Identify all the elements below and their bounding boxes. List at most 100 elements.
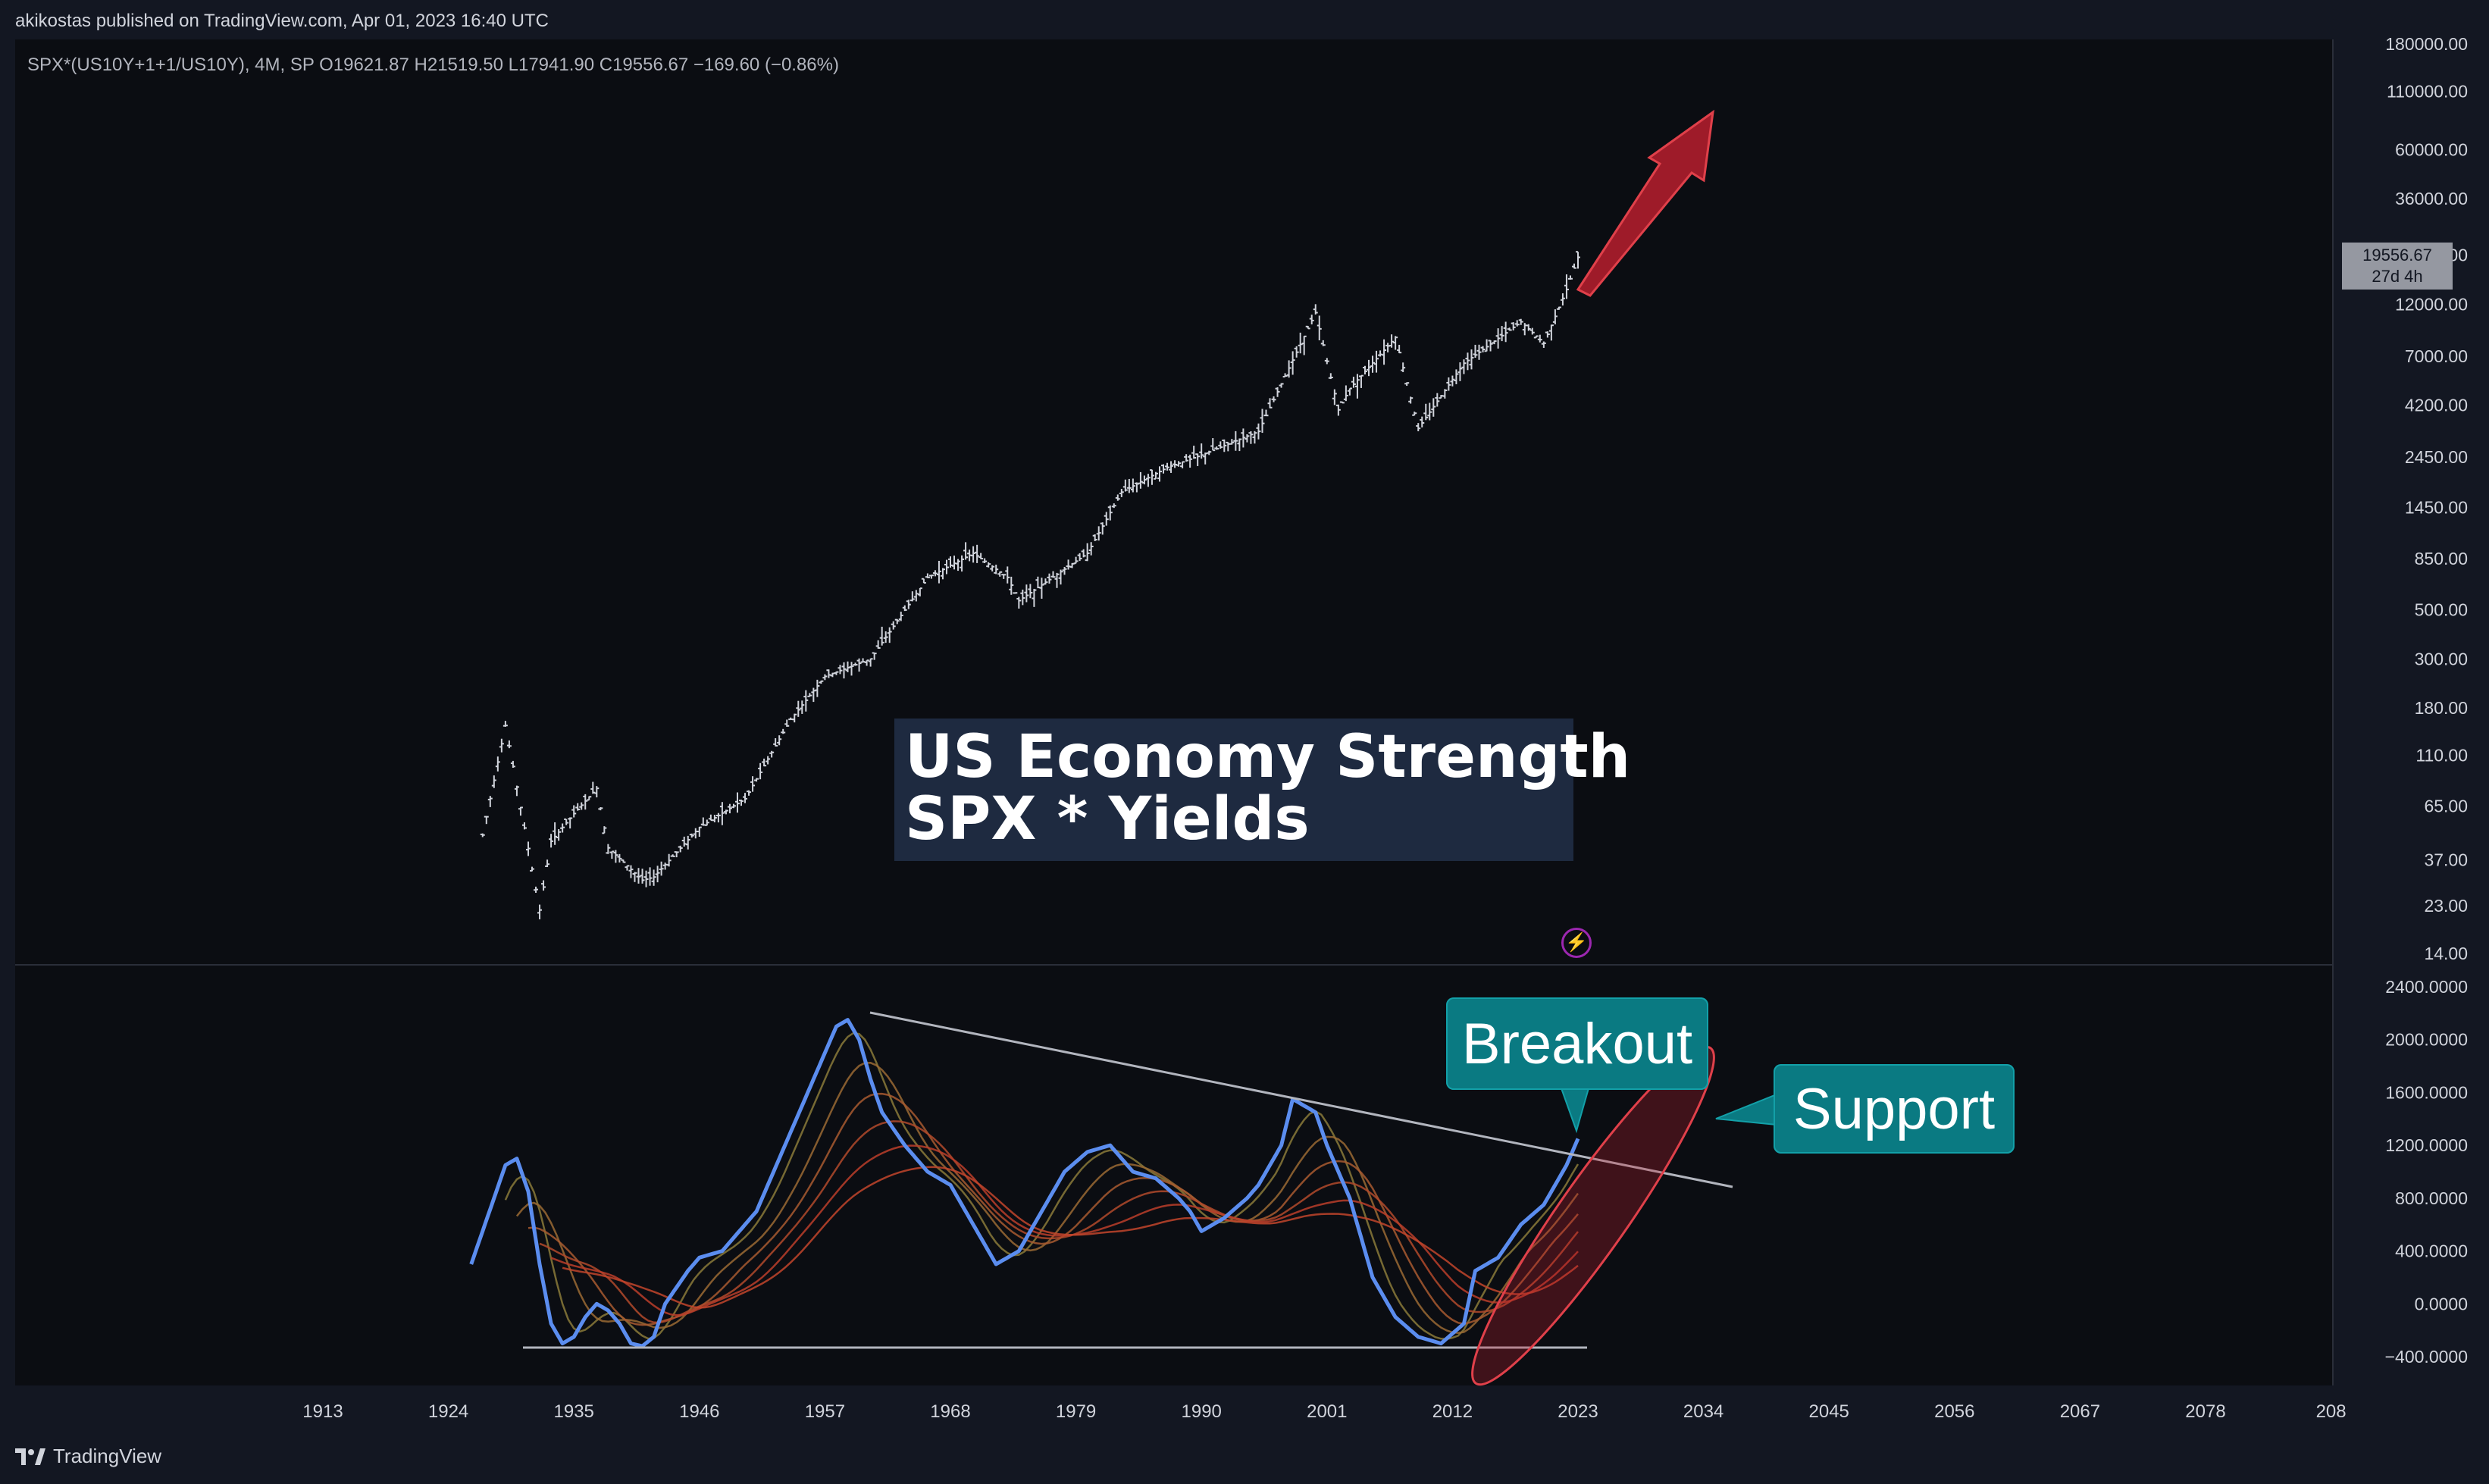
oscillator-tick-label: 2000.0000: [2385, 1030, 2468, 1050]
price-bar: [1320, 340, 1326, 346]
price-bar: [1009, 576, 1014, 595]
price-bar: [1571, 263, 1576, 269]
price-bar: [1005, 566, 1010, 584]
oscillator-tick-label: 1200.0000: [2385, 1135, 2468, 1155]
price-bar: [621, 859, 626, 863]
price-bar: [685, 835, 690, 850]
price-bar: [1180, 461, 1185, 468]
support-callout[interactable]: Support: [1774, 1064, 2015, 1154]
price-tick-label: 110000.00: [2387, 81, 2468, 101]
price-bar: [975, 544, 980, 563]
price-bar: [1343, 385, 1348, 402]
time-tick-label: 2045: [1809, 1401, 1849, 1422]
price-bar: [1263, 409, 1269, 417]
price-bar: [1130, 478, 1135, 493]
price-bar: [769, 750, 775, 758]
price-bar: [1370, 355, 1376, 373]
price-bar: [1393, 336, 1398, 350]
ma-ribbon-line: [562, 1166, 1579, 1309]
price-bar: [872, 652, 877, 660]
time-tick-label: 2067: [2060, 1401, 2100, 1422]
price-bar: [936, 560, 941, 584]
price-bar: [1085, 543, 1090, 562]
tradingview-brand[interactable]: TradingView: [15, 1445, 161, 1468]
price-bar: [1427, 402, 1432, 421]
price-bar: [739, 800, 744, 806]
price-bar: [1286, 360, 1291, 378]
price-bar: [1222, 439, 1227, 452]
price-bar: [853, 662, 858, 666]
price-bar: [1122, 479, 1128, 492]
price-bar: [960, 555, 965, 572]
price-bar: [521, 822, 527, 830]
price-bar: [1047, 573, 1052, 584]
oscillator-tick-label: 0.0000: [2415, 1294, 2468, 1313]
price-tick-label: 14.00: [2424, 944, 2468, 963]
price-bar: [1442, 389, 1448, 399]
price-bar: [1457, 362, 1463, 381]
oscillator-pane[interactable]: [15, 966, 2333, 1385]
lightning-icon[interactable]: ⚡: [1561, 928, 1592, 958]
price-bar: [1347, 387, 1352, 396]
price-bar: [1145, 474, 1151, 487]
price-bar: [715, 812, 721, 823]
price-bar: [560, 823, 565, 833]
price-bar: [1119, 489, 1124, 497]
time-tick-label: 2078: [2185, 1401, 2225, 1422]
last-price-badge: 19556.67 27d 4h: [2342, 243, 2453, 290]
price-bar: [1153, 471, 1158, 480]
price-bar: [1328, 373, 1333, 380]
price-bar: [747, 790, 752, 796]
price-bar: [1115, 494, 1120, 501]
ma-ribbon-line: [550, 1144, 1579, 1317]
price-bar: [1020, 589, 1025, 606]
price-bar: [502, 721, 508, 727]
time-axis[interactable]: 1913 1924 1935 1946 1957 1968 1979 1990 2001 2012…: [302, 1401, 2346, 1422]
price-bar: [1282, 373, 1288, 378]
price-bar: [1077, 553, 1082, 562]
price-bar: [781, 728, 786, 734]
support-ellipse[interactable]: [1447, 1028, 1739, 1403]
price-bar: [1107, 505, 1113, 521]
price-bar: [765, 756, 771, 765]
oscillator-tick-label: 400.0000: [2395, 1241, 2468, 1261]
breakout-callout[interactable]: Breakout: [1446, 997, 1708, 1090]
price-bar: [1335, 404, 1341, 416]
price-tick-label: 12000.00: [2395, 294, 2468, 314]
descending-trendline[interactable]: [869, 1011, 1733, 1188]
price-bar: [643, 870, 649, 888]
price-bar: [609, 850, 615, 859]
title-annotation[interactable]: US Economy Strength SPX * Yields: [894, 719, 1630, 861]
price-bar: [1279, 383, 1284, 388]
price-bar: [1267, 398, 1273, 409]
price-bar: [640, 869, 645, 884]
price-bar: [883, 631, 888, 643]
price-bar: [510, 760, 515, 768]
price-bar: [997, 571, 1003, 577]
price-bar: [1141, 475, 1147, 485]
price-bar: [564, 818, 569, 825]
price-bar: [495, 756, 500, 772]
bar-countdown: 27d 4h: [2372, 267, 2423, 286]
oscillator-line: [469, 1018, 1580, 1348]
price-bar: [1567, 275, 1573, 280]
price-bar: [1016, 596, 1022, 609]
price-bar: [1233, 430, 1238, 451]
price-bar: [1465, 352, 1470, 371]
price-bar: [1050, 571, 1056, 578]
symbol-ohlc-legend[interactable]: SPX*(US10Y+1+1/US10Y), 4M, SP O19621.87 …: [27, 55, 839, 75]
oscillator-tick-label: 800.0000: [2395, 1188, 2468, 1208]
price-bar: [1404, 382, 1410, 387]
time-tick-label: 2056: [1934, 1401, 1974, 1422]
price-bar: [1260, 409, 1265, 434]
price-bar: [1423, 403, 1429, 421]
price-bar: [575, 803, 581, 811]
price-bar: [1529, 327, 1535, 335]
oscillator-price-axis[interactable]: 2400.0000 2000.0000 1600.0000 1200.0000 800.…: [2385, 977, 2468, 1367]
time-tick-label: 208: [2316, 1401, 2347, 1422]
price-bar: [1473, 344, 1478, 358]
price-bar: [1537, 334, 1542, 343]
up-arrow-annotation[interactable]: [1576, 109, 1714, 297]
price-bar: [837, 665, 843, 675]
price-bar: [1332, 389, 1337, 405]
